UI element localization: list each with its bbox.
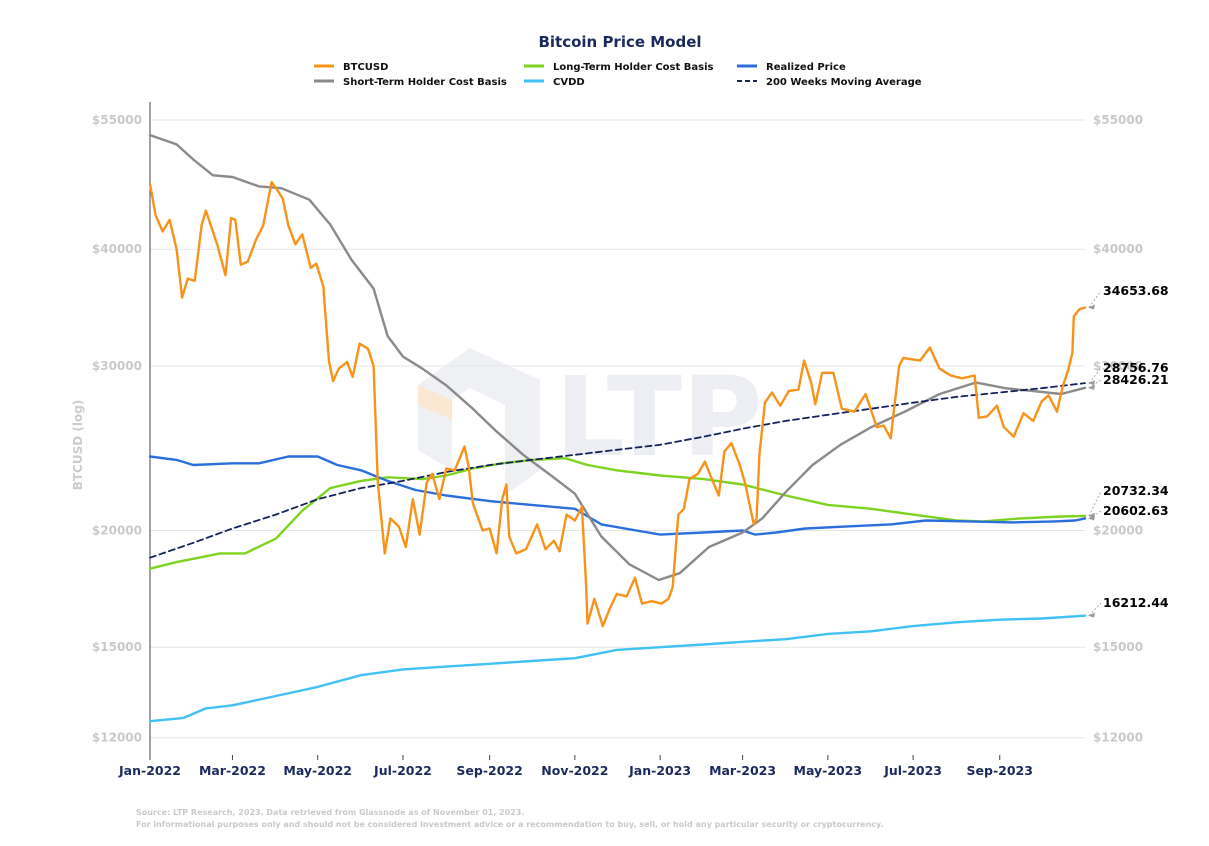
y-tick-label-left: $20000 bbox=[92, 523, 142, 537]
x-tick-label: Sep-2022 bbox=[456, 763, 522, 778]
y-tick-label-left: $40000 bbox=[92, 242, 142, 256]
legend: BTCUSD Short-Term Holder Cost Basis Long… bbox=[314, 62, 922, 88]
watermark-text: LTP bbox=[555, 353, 763, 481]
x-tick-label: Mar-2022 bbox=[199, 763, 266, 778]
x-tick-label: Jul-2022 bbox=[373, 763, 432, 778]
y-tick-label-left: $15000 bbox=[92, 640, 142, 654]
end-label-arrow bbox=[1088, 515, 1095, 521]
y-axis-right: $55000 $40000 $30000 $20000 $15000 $12000 bbox=[1093, 113, 1143, 745]
legend-label-btcusd: BTCUSD bbox=[343, 62, 388, 73]
end-labels: 34653.68 28426.21 20732.34 16212.44 20602.63… bbox=[1088, 283, 1169, 618]
end-label-realized-price: 20602.63 bbox=[1103, 503, 1169, 518]
legend-item-lth-cost-basis: Long-Term Holder Cost Basis bbox=[524, 62, 714, 73]
ltp-watermark: LTP bbox=[418, 348, 763, 495]
y-tick-label-right: $20000 bbox=[1093, 523, 1143, 537]
end-label-cvdd: 16212.44 bbox=[1103, 595, 1169, 610]
y-tick-label-left: $30000 bbox=[92, 359, 142, 373]
end-label-short-term-holder-cost-basis: 28426.21 bbox=[1103, 372, 1169, 387]
y-tick-label-left: $12000 bbox=[92, 731, 142, 745]
y-tick-label-right: $40000 bbox=[1093, 242, 1143, 256]
x-tick-label: Jan-2023 bbox=[628, 763, 691, 778]
legend-label-lth-cost-basis: Long-Term Holder Cost Basis bbox=[553, 62, 714, 73]
legend-item-200wma: 200 Weeks Moving Average bbox=[737, 77, 922, 88]
end-label-arrow bbox=[1088, 384, 1095, 390]
end-label-200-weeks-moving-average: 28756.76 bbox=[1103, 360, 1169, 375]
y-tick-label-right: $15000 bbox=[1093, 640, 1143, 654]
end-label-connector bbox=[1088, 490, 1102, 517]
legend-label-cvdd: CVDD bbox=[553, 77, 585, 88]
y-tick-label-right: $55000 bbox=[1093, 113, 1143, 127]
legend-item-sth-cost-basis: Short-Term Holder Cost Basis bbox=[314, 77, 507, 88]
series-line-cvdd bbox=[148, 614, 1087, 723]
legend-label-200wma: 200 Weeks Moving Average bbox=[766, 77, 922, 88]
x-axis: Jan-2022 Mar-2022 May-2022 Jul-2022 Sep-2022… bbox=[118, 755, 1033, 778]
legend-label-realized-price: Realized Price bbox=[766, 62, 846, 73]
x-tick-label: May-2023 bbox=[794, 763, 863, 778]
x-tick-label: Nov-2022 bbox=[541, 763, 608, 778]
series-line-long-term-holder-cost-basis bbox=[148, 457, 1087, 570]
end-label-connector bbox=[1088, 290, 1102, 308]
y-tick-label-right: $30000 bbox=[1093, 359, 1143, 373]
source-line-2: For informational purposes only and shou… bbox=[136, 820, 884, 829]
x-tick-label: May-2022 bbox=[283, 763, 352, 778]
ltp-logo-accent bbox=[418, 385, 452, 420]
x-tick-label: Jul-2023 bbox=[883, 763, 942, 778]
series-line-realized-price bbox=[148, 455, 1087, 536]
x-tick-label: Sep-2023 bbox=[967, 763, 1033, 778]
series-line-btcusd bbox=[148, 180, 1087, 628]
end-label-arrow bbox=[1088, 304, 1095, 310]
end-label-arrow bbox=[1088, 612, 1095, 618]
y-tick-label-right: $12000 bbox=[1093, 731, 1143, 745]
legend-item-realized-price: Realized Price bbox=[737, 62, 846, 73]
end-label-arrow bbox=[1088, 380, 1095, 386]
chart-title: Bitcoin Price Model bbox=[538, 33, 701, 51]
y-tick-label-left: $55000 bbox=[92, 113, 142, 127]
end-label-long-term-holder-cost-basis: 20732.34 bbox=[1103, 483, 1169, 498]
y-axis-left: $55000 $40000 $30000 $20000 $15000 $12000 bbox=[92, 113, 142, 745]
series-line-short-term-holder-cost-basis bbox=[148, 133, 1087, 582]
end-label-connector bbox=[1088, 602, 1102, 616]
ltp-logo-mark bbox=[418, 348, 540, 495]
legend-label-sth-cost-basis: Short-Term Holder Cost Basis bbox=[343, 77, 507, 88]
legend-item-cvdd: CVDD bbox=[524, 77, 585, 88]
x-tick-label: Jan-2022 bbox=[118, 763, 181, 778]
series-layer bbox=[148, 133, 1087, 723]
source-line-1: Source: LTP Research, 2023. Data retriev… bbox=[136, 808, 524, 817]
y-axis-label: BTCUSD (log) bbox=[71, 400, 85, 491]
end-label-connector bbox=[1088, 367, 1102, 384]
x-tick-label: Mar-2023 bbox=[709, 763, 776, 778]
end-label-btcusd: 34653.68 bbox=[1103, 283, 1169, 298]
series-line-200-weeks-moving-average bbox=[149, 382, 1086, 559]
legend-item-btcusd: BTCUSD bbox=[314, 62, 388, 73]
